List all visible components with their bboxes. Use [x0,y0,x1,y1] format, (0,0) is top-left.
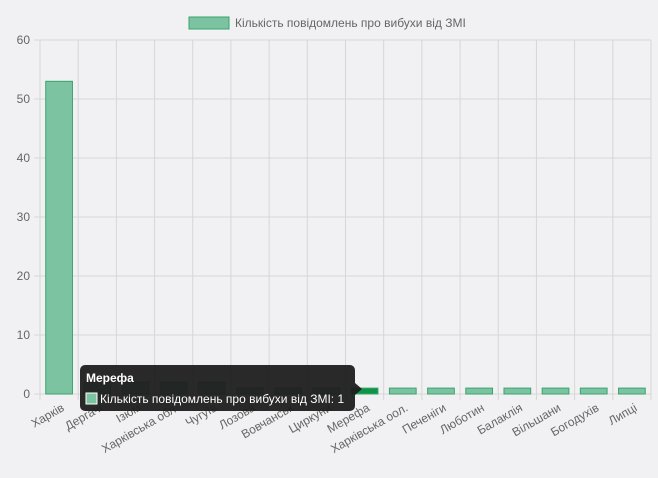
tooltip-swatch [85,392,98,405]
y-tick-label: 60 [17,33,31,47]
bar-10[interactable] [427,387,455,395]
y-tick-label: 40 [17,151,31,165]
y-tick-label: 20 [17,269,31,283]
bar-12[interactable] [503,387,532,395]
tooltip-title: Мерефа [86,371,134,385]
tooltip: Мерефа Кількість повідомлень про вибухи … [80,365,362,411]
grid-lines [34,39,652,400]
bar-0[interactable] [45,80,73,395]
bar-9[interactable] [388,387,417,395]
bar-14[interactable] [579,387,608,395]
x-tick-label: Липці [606,400,640,427]
y-tick-label: 10 [17,328,31,342]
legend-swatch[interactable] [188,16,230,30]
y-tick-label: 0 [23,387,30,401]
y-axis: 0 10 20 30 40 50 60 [17,33,31,401]
y-tick-label: 50 [17,92,31,106]
legend-label[interactable]: Кількість повідомлень про вибухи від ЗМІ [235,16,466,30]
bar-13[interactable] [541,387,570,395]
tooltip-box [80,365,355,411]
legend[interactable]: Кількість повідомлень про вибухи від ЗМІ [188,16,466,30]
x-tick-label: Харків [29,400,67,430]
tooltip-text: Кількість повідомлень про вибухи від ЗМІ… [100,392,344,406]
tooltip-caret [355,383,362,395]
y-tick-label: 30 [17,210,31,224]
bar-15[interactable] [618,387,646,395]
bar-11[interactable] [465,387,494,395]
